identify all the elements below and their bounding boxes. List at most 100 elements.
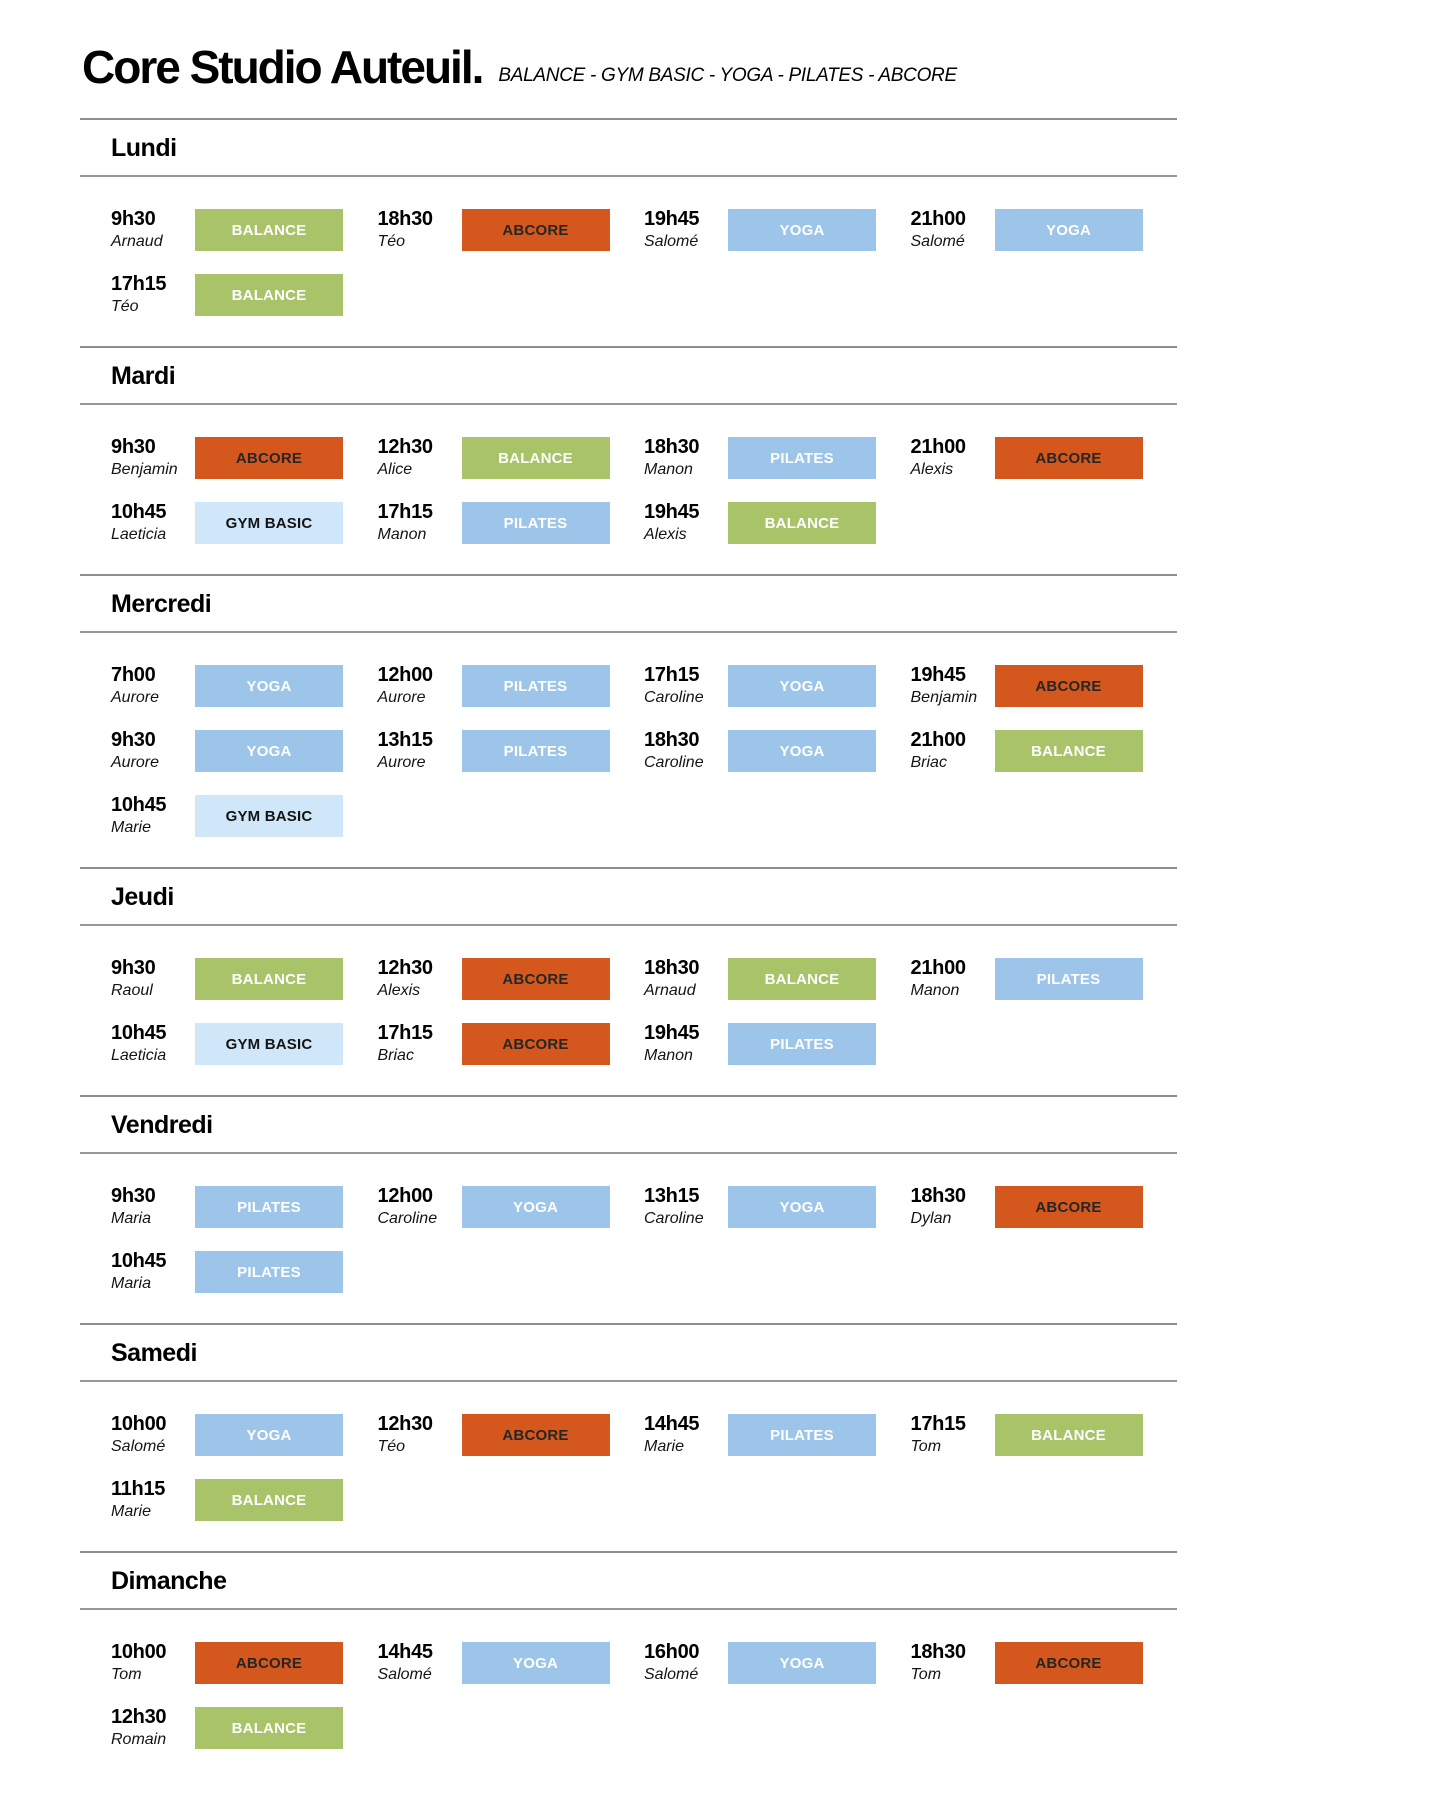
class-entry-meta: 10h00 Tom <box>111 1641 195 1686</box>
class-entry-meta: 7h00 Aurore <box>111 664 195 709</box>
class-entry: 19h45 Manon PILATES <box>644 1016 911 1072</box>
class-type-badge: BALANCE <box>195 958 343 1000</box>
class-entry: 12h30 Alexis ABCORE <box>378 951 645 1007</box>
class-entry: 12h30 Romain BALANCE <box>111 1700 378 1756</box>
day-title: Mardi <box>111 362 176 390</box>
class-entry-meta: 9h30 Aurore <box>111 729 195 774</box>
day-section: Vendredi 9h30 Maria PILATES 12h00 Caroline YOG… <box>80 1095 1177 1323</box>
day-header: Samedi <box>80 1325 1177 1382</box>
class-instructor: Arnaud <box>111 232 163 250</box>
class-instructor: Manon <box>910 981 960 999</box>
class-entry: 12h00 Caroline YOGA <box>378 1179 645 1235</box>
class-entry: 21h00 Alexis ABCORE <box>911 430 1178 486</box>
class-entry-meta: 21h00 Alexis <box>911 436 995 481</box>
class-instructor: Alexis <box>910 460 954 478</box>
class-entry: 9h30 Raoul BALANCE <box>111 951 378 1007</box>
class-entry: 19h45 Alexis BALANCE <box>644 495 911 551</box>
day-title: Dimanche <box>111 1567 227 1595</box>
class-instructor: Laeticia <box>111 525 167 543</box>
class-entry-meta: 17h15 Manon <box>378 501 462 546</box>
class-entry: 16h00 Salomé YOGA <box>644 1635 911 1691</box>
class-instructor: Manon <box>644 1046 693 1064</box>
class-time: 13h15 <box>644 1184 700 1207</box>
class-type-badge: PILATES <box>728 1414 876 1456</box>
class-time: 21h00 <box>910 956 967 979</box>
class-type-badge: ABCORE <box>461 1023 610 1065</box>
class-entry-meta: 17h15 Briac <box>378 1022 462 1067</box>
day-section: Mardi 9h30 Benjamin ABCORE 12h30 Alice BALANCE… <box>80 346 1177 574</box>
class-entry: 9h30 Maria PILATES <box>111 1179 378 1235</box>
class-entry: 10h45 Laeticia GYM BASIC <box>111 1016 378 1072</box>
class-time: 17h15 <box>111 272 167 295</box>
class-time: 10h45 <box>111 500 167 523</box>
class-time: 9h30 <box>111 1184 156 1207</box>
class-instructor: Manon <box>377 525 427 543</box>
day-section: Mercredi 7h00 Aurore YOGA 12h00 Aurore PILATES… <box>80 574 1177 867</box>
day-schedule-grid: 9h30 Arnaud BALANCE 18h30 Téo ABCORE 19h45 Salo… <box>80 177 1177 346</box>
day-header: Mardi <box>80 348 1177 405</box>
class-entry: 18h30 Caroline YOGA <box>644 723 911 779</box>
class-entry-meta: 11h15 Marie <box>111 1478 195 1523</box>
masthead: Core Studio Auteuil. BALANCE - GYM BASIC… <box>80 40 1177 94</box>
class-entry-meta: 12h30 Alice <box>378 436 462 481</box>
class-instructor: Téo <box>377 232 406 250</box>
class-time: 9h30 <box>111 728 156 751</box>
class-instructor: Marie <box>111 818 152 836</box>
class-instructor: Marie <box>111 1502 152 1520</box>
class-entry: 13h15 Caroline YOGA <box>644 1179 911 1235</box>
day-title: Samedi <box>111 1339 197 1367</box>
day-schedule-grid: 9h30 Benjamin ABCORE 12h30 Alice BALANCE 18h30… <box>80 405 1177 574</box>
day-header: Lundi <box>80 120 1177 177</box>
class-entry: 10h00 Salomé YOGA <box>111 1407 378 1463</box>
class-entry-meta: 21h00 Manon <box>911 957 995 1002</box>
class-type-badge: PILATES <box>461 665 610 707</box>
class-entry: 21h00 Salomé YOGA <box>911 202 1178 258</box>
class-entry: 14h45 Marie PILATES <box>644 1407 911 1463</box>
class-entry: 17h15 Briac ABCORE <box>378 1016 645 1072</box>
class-entry-meta: 18h30 Arnaud <box>644 957 728 1002</box>
class-entry-meta: 9h30 Raoul <box>111 957 195 1002</box>
class-time: 18h30 <box>644 435 700 458</box>
page-subtitle: BALANCE - GYM BASIC - YOGA - PILATES - A… <box>498 65 957 86</box>
class-entry-meta: 21h00 Briac <box>911 729 995 774</box>
class-time: 19h45 <box>644 500 700 523</box>
class-entry: 17h15 Téo BALANCE <box>111 267 378 323</box>
class-entry: 19h45 Benjamin ABCORE <box>911 658 1178 714</box>
class-instructor: Briac <box>377 1046 414 1064</box>
class-entry-meta: 12h30 Romain <box>111 1706 195 1751</box>
day-section: Lundi 9h30 Arnaud BALANCE 18h30 Téo ABCORE 19h4… <box>80 118 1177 346</box>
class-time: 12h30 <box>111 1705 167 1728</box>
class-time: 12h30 <box>377 1412 434 1435</box>
class-entry-meta: 10h45 Laeticia <box>111 1022 195 1067</box>
class-time: 14h45 <box>644 1412 700 1435</box>
class-type-badge: YOGA <box>728 209 876 251</box>
class-type-badge: BALANCE <box>195 209 343 251</box>
class-type-badge: YOGA <box>195 730 343 772</box>
class-type-badge: PILATES <box>461 730 610 772</box>
class-entry-meta: 18h30 Téo <box>378 208 462 253</box>
class-time: 7h00 <box>111 663 156 686</box>
class-entry-meta: 10h45 Laeticia <box>111 501 195 546</box>
class-instructor: Aurore <box>111 753 160 771</box>
class-entry-meta: 13h15 Caroline <box>644 1185 728 1230</box>
class-time: 12h30 <box>377 435 434 458</box>
class-time: 13h15 <box>377 728 434 751</box>
class-time: 19h45 <box>644 207 700 230</box>
class-type-badge: PILATES <box>195 1186 343 1228</box>
class-type-badge: YOGA <box>461 1186 610 1228</box>
class-entry-meta: 18h30 Tom <box>911 1641 995 1686</box>
class-instructor: Tom <box>910 1665 942 1683</box>
class-instructor: Salomé <box>377 1665 432 1683</box>
class-instructor: Maria <box>111 1274 152 1292</box>
class-entry-meta: 17h15 Caroline <box>644 664 728 709</box>
class-type-badge: YOGA <box>461 1642 610 1684</box>
class-type-badge: BALANCE <box>994 730 1143 772</box>
day-header: Mercredi <box>80 576 1177 633</box>
class-time: 10h45 <box>111 793 167 816</box>
class-instructor: Téo <box>377 1437 406 1455</box>
class-instructor: Marie <box>644 1437 685 1455</box>
class-instructor: Alexis <box>644 525 687 543</box>
class-entry: 9h30 Aurore YOGA <box>111 723 378 779</box>
class-entry-meta: 16h00 Salomé <box>644 1641 728 1686</box>
class-type-badge: PILATES <box>994 958 1143 1000</box>
